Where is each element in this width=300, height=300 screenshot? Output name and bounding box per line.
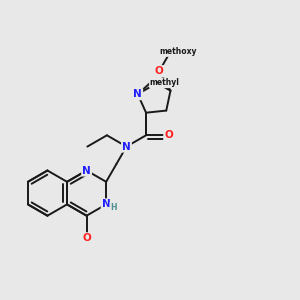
- Text: N: N: [122, 142, 131, 152]
- Text: N: N: [134, 89, 142, 99]
- Text: O: O: [164, 130, 173, 140]
- Text: methyl: methyl: [150, 78, 180, 87]
- Text: methoxy: methoxy: [159, 47, 197, 56]
- Text: O: O: [82, 233, 91, 243]
- Text: N: N: [82, 166, 91, 176]
- Text: H: H: [110, 203, 117, 212]
- Text: N: N: [102, 200, 110, 209]
- Text: O: O: [155, 66, 164, 76]
